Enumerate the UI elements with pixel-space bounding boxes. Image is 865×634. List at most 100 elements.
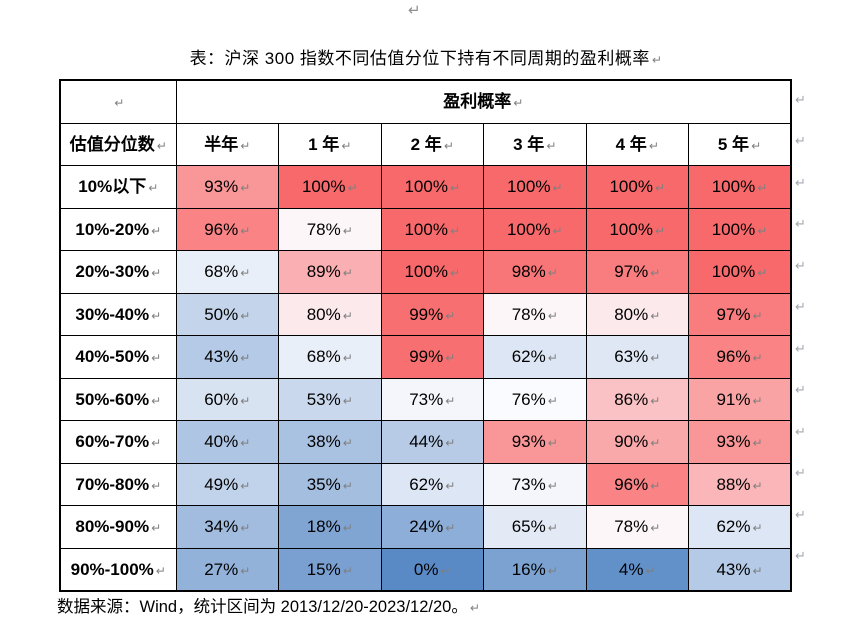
pilcrow-icon: ↵	[650, 351, 661, 366]
pilcrow-icon: ↵	[547, 521, 558, 536]
pilcrow-icon: ↵	[445, 308, 456, 323]
table-row: 10%-20% ↵ 96% ↵ 78% ↵ 100% ↵ 100% ↵ 100% ↵ 100% ↵	[59, 207, 792, 251]
profit-probability-header-text: 盈利概率	[443, 92, 512, 112]
row-label-text: 10%-20%	[75, 219, 150, 239]
row-label-text: 40%-50%	[75, 347, 150, 367]
value-cell: 100% ↵	[483, 207, 587, 251]
value-cell-text: 62%	[511, 347, 546, 367]
value-cell: 16% ↵	[483, 547, 587, 592]
value-cell: 68% ↵	[175, 250, 279, 294]
value-cell-text: 80%	[614, 304, 649, 324]
row-end-pilcrow-icon: ↵	[795, 340, 806, 356]
value-cell-text: 100%	[506, 219, 551, 239]
value-cell: 100% ↵	[585, 165, 689, 209]
value-cell-text: 100%	[301, 177, 346, 197]
row-label: 10%以下 ↵	[59, 165, 177, 209]
value-cell-text: 40%	[204, 432, 239, 452]
value-cell-text: 96%	[614, 474, 649, 494]
value-cell-text: 73%	[511, 474, 546, 494]
row-label: 60%-70% ↵	[59, 420, 177, 464]
value-cell-text: 18%	[306, 517, 341, 537]
value-cell: 90% ↵	[585, 420, 689, 464]
pilcrow-icon: ↵	[546, 138, 557, 153]
value-cell-text: 50%	[204, 304, 239, 324]
pilcrow-icon: ↵	[342, 436, 353, 451]
pilcrow-icon: ↵	[645, 563, 656, 578]
pilcrow-icon: ↵	[650, 308, 661, 323]
valuation-percentile-header: 估值分位数 ↵	[59, 122, 177, 166]
pilcrow-icon: ↵	[445, 393, 456, 408]
pilcrow-icon: ↵	[148, 181, 159, 196]
value-cell: 100% ↵	[585, 207, 689, 251]
row-label-text: 10%以下	[78, 177, 147, 197]
value-cell: 97% ↵	[688, 292, 792, 336]
value-cell: 15% ↵	[278, 547, 382, 592]
value-cell: 27% ↵	[175, 547, 279, 592]
pilcrow-icon: ↵	[151, 351, 162, 366]
pilcrow-icon: ↵	[240, 223, 251, 238]
pilcrow-icon: ↵	[547, 478, 558, 493]
valuation-percentile-header-text: 估值分位数	[69, 134, 155, 154]
value-cell-text: 93%	[511, 432, 546, 452]
value-cell-text: 68%	[204, 262, 239, 282]
pilcrow-icon: ↵	[650, 436, 661, 451]
pilcrow-icon: ↵	[757, 223, 768, 238]
value-cell: 100% ↵	[483, 165, 587, 209]
value-cell: 24% ↵	[380, 505, 484, 549]
value-cell-text: 38%	[306, 432, 341, 452]
value-cell-text: 93%	[716, 432, 751, 452]
pilcrow-icon: ↵	[342, 351, 353, 366]
value-cell: 43% ↵	[175, 335, 279, 379]
value-cell: 88% ↵	[688, 462, 792, 506]
pilcrow-icon: ↵	[151, 223, 162, 238]
value-cell: 44% ↵	[380, 420, 484, 464]
value-cell-text: 65%	[511, 517, 546, 537]
value-cell: 62% ↵	[483, 335, 587, 379]
pilcrow-icon: ↵	[342, 308, 353, 323]
value-cell: 80% ↵	[278, 292, 382, 336]
value-cell: 0% ↵	[380, 547, 484, 592]
table-row: 60%-70% ↵ 40% ↵ 38% ↵ 44% ↵ 93% ↵ 90% ↵ 93% ↵	[59, 420, 792, 464]
value-cell: 53% ↵	[278, 377, 382, 421]
value-cell: 4% ↵	[585, 547, 689, 592]
period-header-1: 1 年 ↵	[278, 122, 382, 166]
row-end-pilcrow-icon: ↵	[795, 174, 806, 190]
pilcrow-icon: ↵	[151, 478, 162, 493]
row-end-pilcrow-icon: ↵	[795, 216, 806, 232]
pilcrow-icon: ↵	[347, 181, 358, 196]
value-cell-text: 100%	[404, 177, 448, 197]
pilcrow-icon: ↵	[757, 181, 768, 196]
value-cell: 40% ↵	[175, 420, 279, 464]
row-end-pilcrow-icon: ↵	[795, 465, 806, 481]
pilcrow-icon: ↵	[757, 266, 768, 281]
value-cell: 34% ↵	[175, 505, 279, 549]
row-end-pilcrow-icon: ↵	[795, 382, 806, 398]
pilcrow-icon: ↵	[547, 563, 558, 578]
value-cell-text: 88%	[716, 474, 751, 494]
value-cell-text: 49%	[204, 474, 239, 494]
pilcrow-icon: ↵	[151, 436, 162, 451]
value-cell: 43% ↵	[688, 547, 792, 592]
row-label: 40%-50% ↵	[59, 335, 177, 379]
pilcrow-icon: ↵	[240, 181, 251, 196]
value-cell-text: 100%	[404, 262, 448, 282]
value-cell-text: 96%	[204, 219, 239, 239]
value-cell: 49% ↵	[175, 462, 279, 506]
value-cell-text: 78%	[306, 219, 341, 239]
value-cell-text: 62%	[716, 517, 751, 537]
value-cell-text: 24%	[409, 517, 444, 537]
pilcrow-icon: ↵	[449, 223, 461, 238]
value-cell-text: 27%	[204, 559, 239, 579]
value-cell: 35% ↵	[278, 462, 382, 506]
period-header-5: 5 年 ↵	[688, 122, 792, 166]
row-end-pilcrow-icon: ↵	[795, 506, 806, 522]
table-row: 10%以下 ↵ 93% ↵ 100% ↵ 100% ↵ 100% ↵ 100% ↵ 100% ↵	[59, 165, 792, 209]
pilcrow-icon: ↵	[547, 436, 558, 451]
value-cell: 100% ↵	[278, 165, 382, 209]
value-cell: 60% ↵	[175, 377, 279, 421]
pilcrow-icon: ↵	[240, 351, 251, 366]
value-cell: 73% ↵	[483, 462, 587, 506]
value-cell-text: 78%	[511, 304, 546, 324]
pilcrow-icon: ↵	[151, 308, 162, 323]
pilcrow-icon: ↵	[114, 96, 125, 111]
